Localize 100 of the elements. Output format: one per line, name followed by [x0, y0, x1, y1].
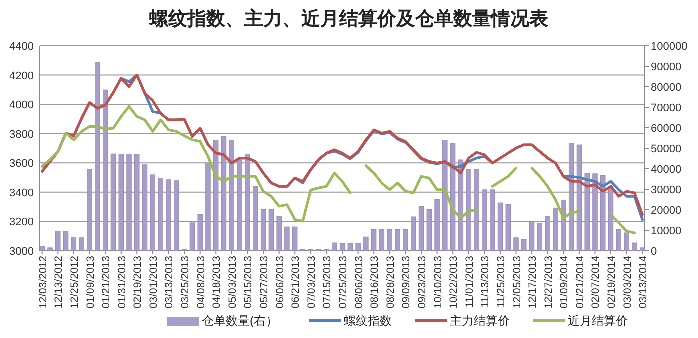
bar: [561, 200, 566, 252]
bar: [522, 239, 527, 252]
bar: [553, 208, 558, 252]
bar: [237, 160, 242, 252]
bar: [110, 154, 116, 252]
bar: [418, 206, 424, 252]
bar: [372, 229, 377, 252]
bar: [229, 140, 234, 252]
x-tick-label: 10/10/2013: [432, 256, 444, 309]
x-tick-label: 09/09/2013: [400, 256, 413, 309]
y2-tick-label: 60000: [651, 123, 682, 135]
bar: [40, 246, 45, 252]
x-tick-label: 08/06/2013: [353, 256, 366, 309]
bar: [364, 236, 369, 252]
bar: [71, 238, 77, 252]
y-tick-label: 3200: [10, 216, 34, 229]
bar: [102, 90, 108, 252]
bar: [442, 140, 448, 252]
bar: [592, 174, 598, 252]
x-tick-label: 01/31/2013: [116, 256, 128, 309]
bar: [348, 243, 353, 252]
x-tick-label: 07/15/2013: [322, 256, 334, 309]
y2-tick-label: 90000: [651, 62, 682, 74]
x-tick-label: 05/03/2013: [226, 256, 239, 309]
x-tick-label: 12/05/2013: [511, 256, 524, 309]
x-tick-label: 11/13/2013: [480, 256, 492, 308]
y2-tick-label: 100000: [651, 41, 688, 53]
y2-tick-label: 20000: [651, 205, 682, 217]
bar: [514, 238, 519, 252]
bar: [482, 190, 488, 252]
y-tick-label: 3600: [10, 158, 34, 170]
x-tick-label: 11/25/2013: [495, 256, 508, 308]
bar: [426, 210, 432, 252]
bar: [537, 223, 543, 252]
bar: [600, 176, 606, 252]
bar: [166, 180, 172, 252]
bar: [568, 143, 574, 252]
x-tick-label: 09/23/2013: [416, 256, 428, 309]
bar: [640, 248, 646, 252]
bar: [608, 186, 614, 252]
y2-tick-label: 50000: [651, 144, 682, 156]
x-tick-label: 04/08/2013: [195, 256, 208, 309]
bar: [490, 190, 496, 252]
bar: [395, 229, 400, 252]
x-tick-label: 12/27/2013: [542, 256, 555, 309]
bar: [434, 200, 440, 252]
bar: [474, 170, 480, 252]
x-tick-label: 02/19/2013: [132, 256, 144, 309]
bar: [498, 202, 504, 252]
legend-label: 近月结算价: [568, 314, 628, 328]
y-tick-label: 4000: [10, 100, 34, 112]
bar: [276, 216, 282, 252]
bar: [284, 226, 290, 252]
x-tick-label: 02/19/2014: [606, 256, 618, 309]
bar: [545, 216, 550, 252]
bar: [253, 186, 258, 252]
bar: [221, 136, 227, 252]
legend-label: 螺纹指数: [344, 314, 392, 328]
x-tick-label: 01/21/2013: [100, 256, 113, 309]
x-tick-label: 03/13/2014: [638, 256, 650, 309]
bar: [87, 170, 92, 252]
bar: [576, 144, 582, 252]
bar: [529, 221, 535, 252]
x-tick-label: 03/25/2013: [180, 256, 192, 309]
bar: [466, 170, 472, 252]
y2-tick-label: 80000: [651, 82, 682, 94]
x-tick-label: 01/21/2014: [574, 256, 586, 309]
bar: [142, 164, 148, 252]
x-tick-label: 06/21/2013: [290, 256, 302, 309]
y-tick-label: 4400: [10, 41, 34, 53]
bar: [260, 210, 266, 252]
bar: [134, 154, 140, 252]
y2-tick-label: 30000: [651, 184, 682, 196]
x-tick-label: 10/22/2013: [448, 256, 460, 309]
x-tick-label: 01/09/2014: [558, 256, 571, 309]
bar: [190, 222, 196, 252]
legend-label: 主力结算价: [450, 314, 510, 328]
x-tick-label: 03/01/2013: [148, 256, 160, 309]
x-tick-label: 06/06/2013: [274, 256, 286, 309]
y2-tick-label: 40000: [651, 164, 682, 176]
bar: [79, 238, 84, 252]
y-tick-label: 4200: [10, 70, 34, 82]
y2-tick-label: 0: [651, 246, 658, 258]
y2-tick-label: 10000: [651, 226, 682, 238]
bar: [206, 163, 211, 252]
bar: [56, 231, 61, 252]
bar: [332, 242, 338, 252]
bar: [150, 174, 156, 252]
bar: [450, 143, 456, 252]
bar: [616, 229, 622, 252]
bar: [387, 229, 392, 252]
chart-title: 螺纹指数、主力、近月结算价及仓单数量情况表: [148, 8, 550, 30]
bar: [48, 248, 53, 252]
x-tick-label: 05/27/2013: [258, 256, 271, 309]
bar: [174, 180, 180, 252]
bar: [126, 154, 132, 252]
legend-label: 仓单数量(右）: [202, 314, 278, 328]
bar: [95, 62, 100, 252]
bar: [158, 178, 164, 252]
y2-tick-label: 70000: [651, 102, 682, 114]
